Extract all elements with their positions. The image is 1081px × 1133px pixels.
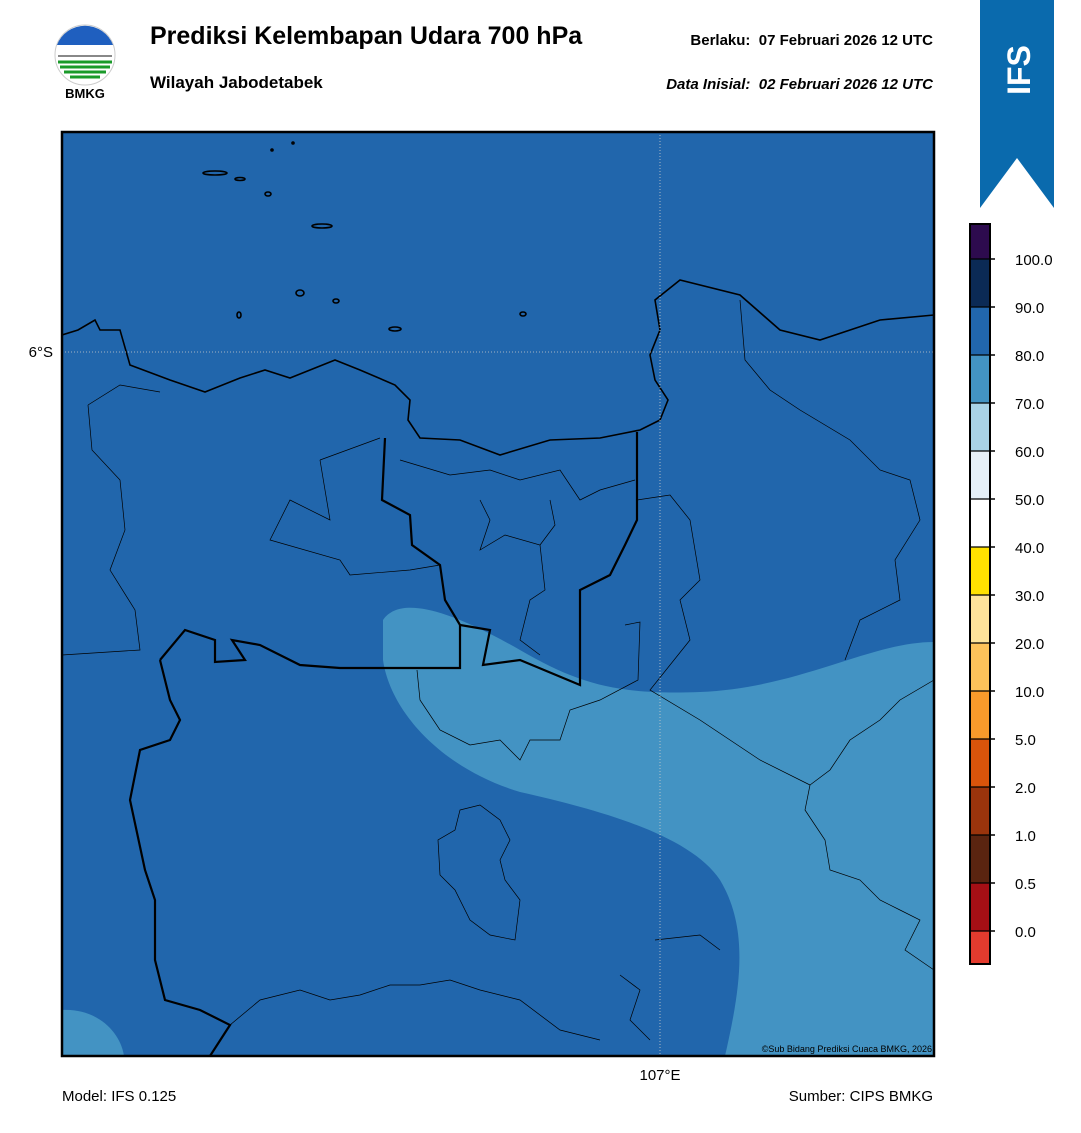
colorbar: 100.0 90.0 80.0 70.0 60.0 50.0 40.0 30.0 20.0 10.… (969, 223, 1053, 965)
colorbar-tick-label: 0.5 (1015, 876, 1036, 893)
colorbar-tick-label: 0.0 (1015, 924, 1036, 941)
colorbar-segment (970, 355, 990, 403)
colorbar-tick-label: 20.0 (1015, 636, 1044, 653)
colorbar-tick-label: 90.0 (1015, 300, 1044, 317)
map-frame (60, 130, 936, 1058)
footer-model: Model: IFS 0.125 (62, 1088, 176, 1105)
colorbar-segment (970, 259, 990, 307)
humidity-field (62, 1009, 124, 1056)
colorbar-segment (970, 643, 990, 691)
logo-text: BMKG (65, 86, 105, 101)
valid-time: Berlaku: 07 Februari 2026 12 UTC (690, 32, 933, 49)
lat-label: 6°S (29, 344, 53, 361)
colorbar-frame (969, 223, 991, 965)
colorbar-segment (970, 835, 990, 883)
colorbar-tick-label: 80.0 (1015, 348, 1044, 365)
colorbar-segment (970, 451, 990, 499)
footer-source: Sumber: CIPS BMKG (789, 1088, 933, 1105)
province-borders (128, 432, 639, 1056)
colorbar-segment (970, 595, 990, 643)
map: ©Sub Bidang Prediksi Cuaca BMKG, 2026 (62, 132, 934, 1056)
coastline (62, 141, 934, 456)
colorbar-segment (970, 787, 990, 835)
colorbar-segment (970, 224, 990, 259)
colorbar-segment (970, 499, 990, 547)
colorbar-segment (970, 883, 990, 931)
colorbar-segment (970, 691, 990, 739)
initial-time: Data Inisial: 02 Februari 2026 12 UTC (666, 76, 934, 93)
colorbar-tick-label: 40.0 (1015, 540, 1044, 557)
colorbar-segment (970, 931, 990, 964)
badge-text: IFS (1001, 45, 1037, 95)
colorbar-segment (970, 547, 990, 595)
colorbar-segment (970, 403, 990, 451)
title: Prediksi Kelembapan Udara 700 hPa (150, 22, 583, 50)
colorbar-tick-label: 2.0 (1015, 780, 1036, 797)
credit: ©Sub Bidang Prediksi Cuaca BMKG, 2026 (762, 1044, 932, 1054)
humidity-field (383, 607, 934, 1056)
colorbar-tick-label: 100.0 (1015, 252, 1053, 269)
colorbar-tick-label: 60.0 (1015, 444, 1044, 461)
colorbar-tick-label: 50.0 (1015, 492, 1044, 509)
district-borders (62, 299, 934, 1041)
colorbar-tick-label: 30.0 (1015, 588, 1044, 605)
colorbar-tick-label: 70.0 (1015, 396, 1044, 413)
colorbar-tick-label: 1.0 (1015, 828, 1036, 845)
lon-label: 107°E (639, 1067, 680, 1084)
badge: IFS (980, 0, 1054, 208)
subtitle: Wilayah Jabodetabek (150, 73, 323, 92)
colorbar-segment (970, 739, 990, 787)
colorbar-tick-label: 10.0 (1015, 684, 1044, 701)
colorbar-tick-label: 5.0 (1015, 732, 1036, 749)
logo: BMKG (54, 24, 116, 101)
colorbar-segment (970, 307, 990, 355)
